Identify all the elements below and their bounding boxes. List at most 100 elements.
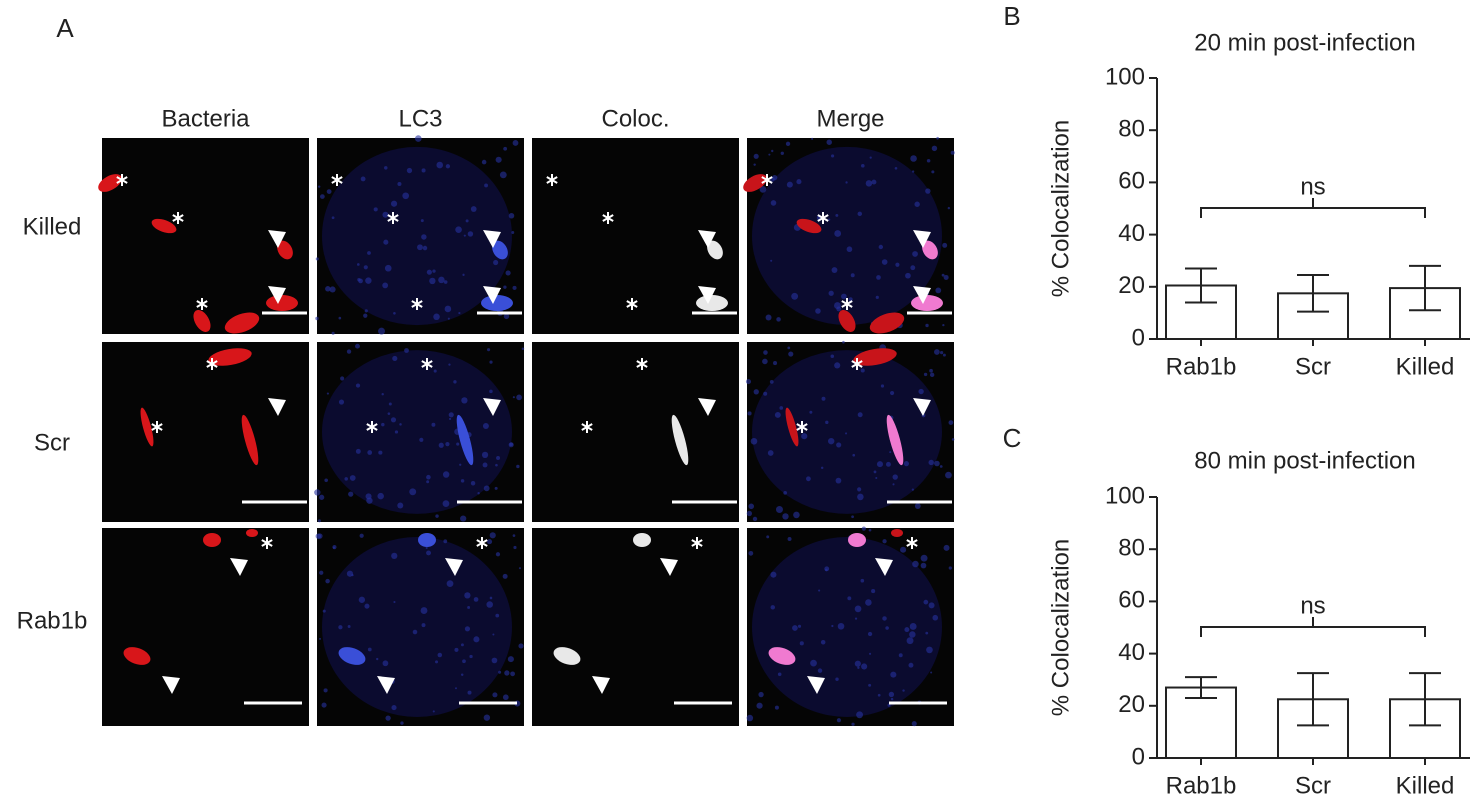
lc3-puncta [929, 368, 933, 373]
lc3-puncta [939, 465, 943, 468]
lc3-puncta [763, 350, 768, 355]
lc3-puncta [498, 670, 502, 674]
lc3-puncta [378, 327, 386, 335]
lc3-puncta [857, 493, 864, 501]
bacterium [743, 174, 767, 192]
lc3-puncta [869, 156, 872, 159]
lc3-puncta [836, 442, 842, 448]
lc3-puncta [391, 705, 397, 711]
lc3-puncta [462, 659, 466, 664]
bar [1165, 686, 1237, 760]
y-tick-label: 0 [1132, 743, 1145, 770]
lc3-puncta [759, 185, 767, 193]
lc3-puncta [348, 491, 354, 497]
lc3-puncta [880, 384, 885, 388]
lc3-puncta [835, 677, 839, 681]
lc3-puncta [892, 474, 898, 480]
arrowhead [660, 558, 678, 576]
asterisk [636, 358, 648, 370]
lc3-puncta [317, 519, 321, 523]
lc3-puncta [503, 285, 507, 289]
arrowhead [698, 230, 716, 248]
lc3-puncta [455, 226, 462, 234]
lc3-puncta [346, 349, 352, 354]
row-label: Killed [23, 213, 82, 240]
micrograph [98, 138, 309, 334]
arrowhead [230, 558, 248, 576]
lc3-puncta [426, 480, 430, 484]
bacterium [911, 295, 943, 311]
lc3-puncta [462, 273, 465, 276]
asterisk [366, 421, 378, 433]
lc3-puncta [367, 450, 373, 455]
lc3-puncta [828, 290, 834, 296]
lc3-puncta [494, 486, 498, 490]
bacterium [886, 414, 904, 466]
lc3-puncta [910, 265, 916, 271]
y-axis-label: % Colocalization [1047, 120, 1074, 297]
lc3-puncta [453, 380, 457, 384]
lc3-puncta [817, 668, 823, 673]
significance-label: ns [1300, 173, 1325, 200]
lc3-puncta [329, 286, 336, 293]
lc3-puncta [846, 246, 853, 253]
y-tick-label: 80 [1118, 535, 1145, 562]
lc3-puncta [831, 624, 834, 628]
lc3-puncta [925, 631, 929, 635]
panel-letter: C [1003, 423, 1022, 453]
lc3-puncta [384, 166, 388, 170]
lc3-puncta [877, 693, 881, 697]
lc3-puncta [852, 453, 856, 457]
lc3-puncta [780, 151, 784, 155]
lc3-puncta [940, 351, 944, 355]
lc3-puncta [876, 461, 884, 468]
lc3-puncta [442, 500, 450, 507]
bacterium [848, 533, 866, 547]
lc3-puncta [871, 179, 877, 185]
lc3-puncta [942, 353, 946, 357]
arrowhead [483, 398, 501, 416]
lc3-puncta [484, 183, 489, 188]
lc3-puncta [920, 554, 928, 562]
lc3-puncta [460, 643, 464, 647]
bacterium [418, 533, 436, 547]
chart-title: 80 min post-infection [1194, 447, 1415, 474]
lc3-puncta [393, 600, 396, 604]
lc3-puncta [773, 361, 778, 366]
lc3-puncta [355, 383, 361, 388]
lc3-puncta [493, 259, 499, 266]
lc3-puncta [928, 602, 935, 609]
lc3-puncta [806, 476, 811, 482]
lc3-puncta [358, 596, 366, 603]
lc3-puncta [432, 269, 436, 273]
asterisk [116, 174, 128, 186]
lc3-puncta [340, 376, 345, 381]
lc3-puncta [752, 516, 758, 522]
lc3-puncta [325, 286, 331, 292]
asterisk [476, 537, 488, 549]
lc3-puncta [454, 687, 457, 690]
lc3-puncta [821, 396, 826, 401]
lc3-puncta [854, 605, 862, 613]
lc3-puncta [317, 533, 323, 539]
lc3-puncta [903, 461, 909, 467]
lc3-puncta [483, 485, 490, 492]
lc3-puncta [753, 163, 756, 166]
lc3-puncta [444, 305, 452, 313]
arrowhead [268, 230, 286, 248]
lc3-puncta [791, 292, 799, 300]
lc3-puncta [487, 539, 493, 545]
micrograph [314, 342, 525, 523]
cell-haze [752, 146, 942, 326]
lc3-puncta [923, 599, 929, 605]
lc3-puncta [421, 168, 426, 173]
bacterium [481, 295, 513, 311]
lc3-puncta [865, 599, 872, 606]
micrograph [102, 342, 309, 522]
significance-bracket [1200, 617, 1426, 637]
lc3-puncta [518, 643, 524, 649]
cell-haze [322, 350, 512, 514]
lc3-puncta [768, 153, 771, 156]
lc3-puncta [770, 259, 773, 262]
lc3-puncta [464, 626, 471, 632]
